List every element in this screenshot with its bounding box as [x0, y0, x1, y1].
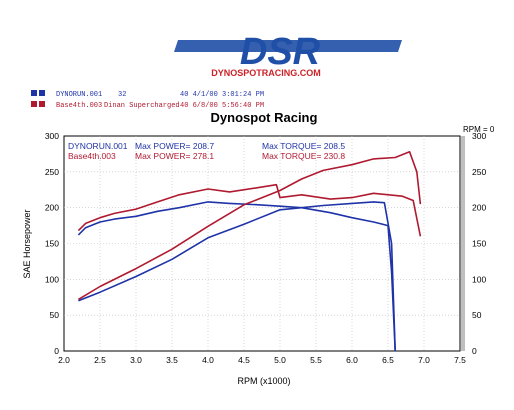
annot1-power: Max POWER= 208.7	[135, 141, 214, 151]
series-lines	[77, 151, 422, 352]
run1-swatch-a	[31, 90, 37, 96]
run2-extra: 40 6/8/00 5:56:40 PM	[180, 102, 264, 110]
max-annotations: DYNORUN.001 Max POWER= 208.7 Max TORQUE=…	[68, 141, 345, 161]
run1-extra: 40 4/1/00 3:01:24 PM	[180, 91, 264, 99]
series-line-base4th-003-power	[77, 151, 422, 301]
x-tick-label: 7.0	[418, 355, 430, 365]
run2-swatch-b	[39, 101, 45, 107]
x-tick-label: 5.5	[310, 355, 322, 365]
y-tick-label-left: 100	[45, 274, 59, 284]
y-tick-label-left: 150	[45, 239, 59, 249]
y-tick-label-left: 250	[45, 167, 59, 177]
annot2-run: Base4th.003	[68, 151, 116, 161]
series-line-dynorun-001-power	[78, 201, 396, 352]
x-tick-label: 2.0	[58, 355, 70, 365]
annot2-power: Max POWER= 278.1	[135, 151, 214, 161]
y-tick-label-left: 50	[50, 310, 60, 320]
y-axis-label: SAE Horsepower	[22, 209, 32, 278]
y-tick-label-right: 300	[472, 131, 486, 141]
annot2-torque: Max TORQUE= 230.8	[262, 151, 345, 161]
series-line-base4th-003-torque	[77, 183, 422, 237]
x-axis-label: RPM (x1000)	[237, 376, 290, 386]
y-tick-label-left: 300	[45, 131, 59, 141]
y-tick-label-left: 0	[54, 346, 59, 356]
y-tick-label-right: 0	[472, 346, 477, 356]
run2-swatch-a	[31, 101, 37, 107]
run1-swatch-b	[39, 90, 45, 96]
x-tick-label: 2.5	[94, 355, 106, 365]
right-scrollbar	[461, 136, 465, 351]
x-tick-label: 3.5	[166, 355, 178, 365]
dsr-logo: DSR DYNOSPOTRACING.COM	[174, 31, 402, 78]
annot1-run: DYNORUN.001	[68, 141, 128, 151]
y-tick-label-right: 50	[472, 310, 482, 320]
run2-id: Base4th.003	[56, 102, 102, 110]
run-legend: DYNORUN.001 32 40 4/1/00 3:01:24 PM Base…	[31, 90, 264, 110]
x-tick-label: 7.5	[454, 355, 466, 365]
axis-ticks: 2.0 2.5 3.0 3.5 4.0 4.5 5.0 5.5 6.0 6.5 7.0 7.5 0 50 1…	[45, 131, 487, 365]
chart-title: Dynospot Racing	[211, 110, 318, 125]
run1-info: 32	[118, 91, 126, 99]
x-tick-label: 6.0	[346, 355, 358, 365]
x-tick-label: 6.5	[382, 355, 394, 365]
logo-text: DSR	[240, 31, 321, 73]
y-tick-label-right: 200	[472, 203, 486, 213]
y-tick-label-left: 200	[45, 203, 59, 213]
annot1-torque: Max TORQUE= 208.5	[262, 141, 345, 151]
run2-info: Dinan Supercharged	[104, 102, 180, 110]
x-tick-label: 3.0	[130, 355, 142, 365]
x-tick-label: 5.0	[274, 355, 286, 365]
y-tick-label-right: 100	[472, 274, 486, 284]
grid-lines	[64, 136, 460, 351]
logo-swoosh	[174, 40, 402, 52]
y-tick-label-right: 250	[472, 167, 486, 177]
x-tick-label: 4.5	[238, 355, 250, 365]
logo-subtitle: DYNOSPOTRACING.COM	[211, 68, 321, 78]
run1-id: DYNORUN.001	[56, 91, 102, 99]
rpm-zero-label: RPM = 0	[463, 125, 495, 134]
x-tick-label: 4.0	[202, 355, 214, 365]
y-tick-label-right: 150	[472, 239, 486, 249]
